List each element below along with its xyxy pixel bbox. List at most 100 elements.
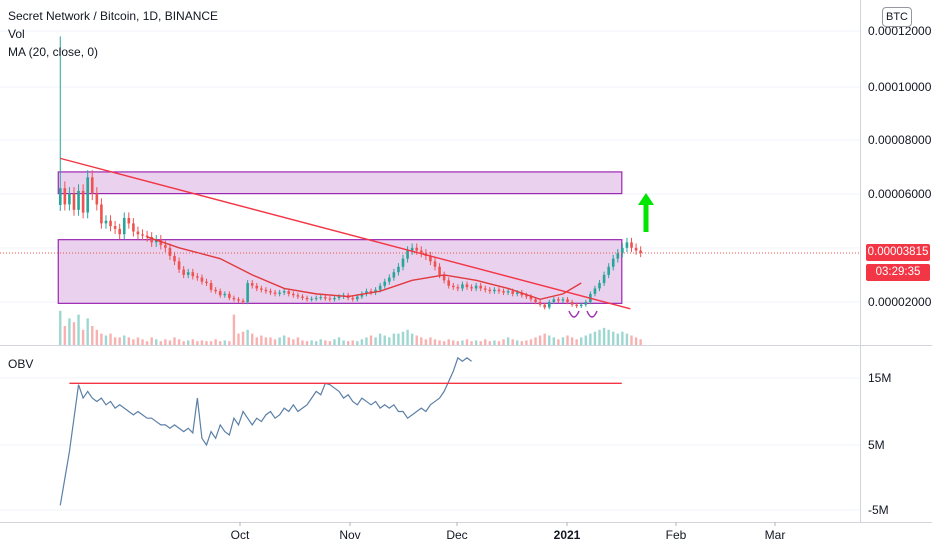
- currency-badge[interactable]: BTC: [882, 7, 912, 27]
- candle: [214, 287, 217, 294]
- volume-bar: [484, 339, 487, 345]
- candle: [232, 295, 236, 302]
- volume-bar: [593, 331, 597, 345]
- volume-bar: [397, 333, 400, 345]
- volume-bar: [557, 339, 560, 345]
- candle-body: [561, 299, 565, 301]
- volume-bar: [337, 337, 341, 345]
- candle-body: [410, 247, 414, 251]
- candle: [209, 280, 213, 293]
- candle: [301, 294, 304, 301]
- volume-bar: [251, 333, 254, 345]
- volume-bar: [502, 339, 505, 345]
- candle-body: [292, 293, 295, 296]
- volume-bar: [141, 339, 144, 345]
- candle: [260, 285, 263, 293]
- candle-body: [232, 297, 236, 300]
- candle: [543, 302, 546, 310]
- candle: [429, 251, 432, 266]
- candle: [145, 230, 149, 242]
- candle: [328, 296, 332, 302]
- candle-body: [287, 291, 291, 294]
- candle-body: [461, 284, 464, 289]
- candle-body: [173, 255, 176, 262]
- candle-body: [442, 274, 446, 281]
- volume-bar: [182, 341, 185, 345]
- symbol-title[interactable]: Secret Network / Bitcoin, 1D, BINANCE: [8, 9, 219, 23]
- candle-body: [218, 291, 222, 296]
- candle-body: [419, 250, 423, 254]
- candle-body: [150, 236, 153, 243]
- candle-body: [90, 177, 94, 194]
- candle: [333, 295, 336, 302]
- candle-body: [634, 247, 638, 251]
- candle-body: [246, 283, 249, 302]
- candle: [593, 285, 597, 297]
- volume-bar: [113, 337, 117, 345]
- obv-legend[interactable]: OBV: [8, 357, 34, 371]
- volume-bar: [177, 339, 181, 345]
- volume-bar: [77, 314, 80, 345]
- candle: [136, 226, 140, 240]
- candle: [598, 280, 601, 292]
- candle: [182, 266, 185, 279]
- candle: [401, 254, 405, 271]
- volume-bar: [534, 337, 537, 345]
- candle-body: [127, 217, 131, 224]
- volume-bar: [406, 329, 409, 345]
- candle: [351, 295, 355, 302]
- candle-body: [68, 193, 71, 205]
- candle: [63, 181, 67, 211]
- candle: [579, 302, 583, 309]
- candle: [255, 282, 259, 292]
- candle-body: [310, 298, 313, 300]
- candle: [470, 284, 473, 292]
- volume-bar: [237, 333, 240, 345]
- volume-bar: [356, 341, 359, 345]
- volume-bar: [301, 340, 304, 345]
- candle-body: [538, 302, 542, 305]
- volume-bar: [447, 339, 450, 345]
- candle: [630, 237, 633, 253]
- candle-body: [447, 280, 451, 286]
- volume-bar: [365, 337, 368, 345]
- candle: [493, 287, 496, 294]
- candle-body: [488, 289, 492, 292]
- candle: [282, 288, 286, 296]
- volume-bar: [401, 331, 405, 345]
- obv-tick-label: 5M: [868, 438, 885, 452]
- candle-body: [438, 266, 441, 275]
- volume-bar: [520, 341, 524, 345]
- candle-body: [374, 289, 377, 293]
- candle: [374, 287, 377, 296]
- ma-legend[interactable]: MA (20, close, 0): [8, 45, 99, 59]
- volume-bar: [314, 341, 318, 345]
- candle: [118, 223, 121, 240]
- volume-bar: [516, 340, 519, 345]
- volume-bar: [442, 341, 446, 345]
- price-tick-label: 0.00002000: [868, 295, 932, 309]
- candle-body: [282, 291, 286, 293]
- candle: [433, 257, 437, 271]
- candle-body: [506, 291, 510, 293]
- time-tick-label: Feb: [666, 528, 687, 542]
- volume-bar: [214, 339, 217, 345]
- volume-bar: [63, 326, 67, 345]
- candle-body: [196, 276, 199, 278]
- volume-bar: [200, 340, 204, 345]
- candle: [90, 170, 94, 201]
- volume-bar: [351, 340, 354, 345]
- candle-body: [415, 247, 419, 251]
- candle-body: [228, 293, 231, 298]
- volume-legend[interactable]: Vol: [8, 27, 25, 41]
- candle: [154, 235, 158, 247]
- candle-body: [520, 292, 524, 296]
- candle-body: [58, 188, 62, 205]
- volume-bar: [346, 341, 350, 345]
- candle-body: [529, 296, 533, 300]
- obv-line: [59, 356, 472, 506]
- candle-body: [72, 193, 76, 210]
- candle-body: [237, 299, 240, 301]
- candle: [86, 170, 89, 219]
